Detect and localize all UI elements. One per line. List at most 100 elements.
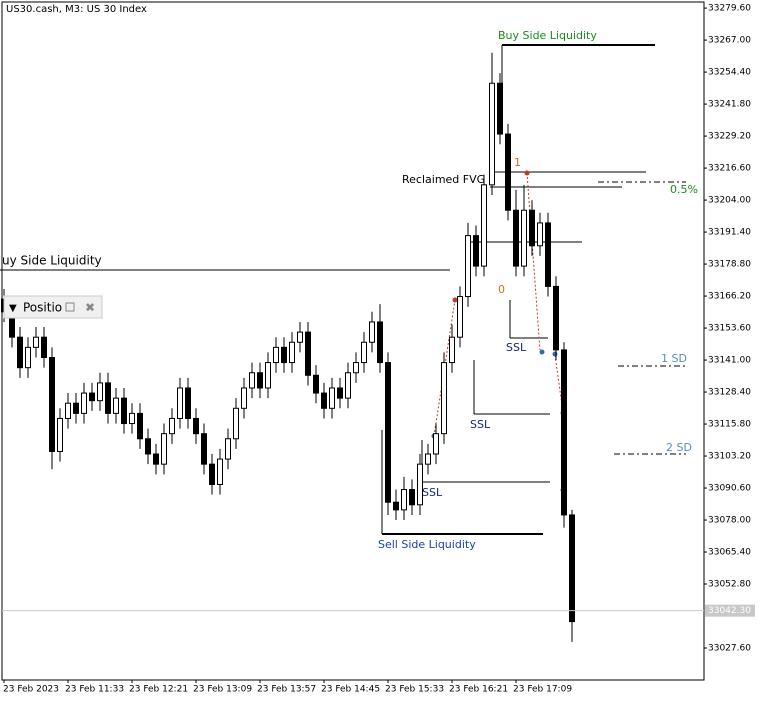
annotation: SSL bbox=[422, 486, 443, 499]
candle-body bbox=[377, 321, 383, 364]
candle-body bbox=[65, 402, 71, 419]
positions-panel[interactable]: ▼ Positio ✖ bbox=[3, 295, 103, 319]
y-tick-label: 33229.20 bbox=[708, 132, 751, 142]
annotation: 0 bbox=[498, 283, 505, 296]
marker bbox=[539, 349, 545, 355]
y-tick-label: 33166.20 bbox=[708, 292, 751, 302]
candle-body bbox=[17, 336, 23, 369]
y-tick-label: 33254.40 bbox=[708, 68, 751, 78]
candle-body bbox=[153, 453, 159, 465]
candle-body bbox=[121, 397, 127, 425]
candle-body bbox=[353, 362, 359, 374]
candle-body bbox=[393, 501, 399, 511]
annotation: 0.5% bbox=[670, 183, 698, 196]
x-tick-label: 23 Feb 13:57 bbox=[257, 685, 316, 695]
candle-body bbox=[41, 336, 47, 359]
annotation: 1 bbox=[514, 156, 521, 169]
candle-body bbox=[385, 362, 391, 503]
y-tick-label: 33178.80 bbox=[708, 260, 751, 270]
y-tick-label: 33267.00 bbox=[708, 36, 751, 46]
panel-arrow: ▼ bbox=[9, 303, 17, 314]
current-price-label: 33042.30 bbox=[708, 606, 751, 616]
x-tick-label: 23 Feb 15:33 bbox=[385, 685, 444, 695]
candle-body bbox=[57, 417, 63, 452]
candle-body bbox=[105, 382, 111, 414]
panel-title: Positio bbox=[23, 301, 62, 315]
candle-body bbox=[137, 412, 143, 440]
chart-title: US30.cash, M3: US 30 Index bbox=[6, 4, 147, 15]
candle-body bbox=[521, 209, 527, 267]
annotation: 1 SD bbox=[661, 352, 687, 365]
candle-body bbox=[569, 514, 575, 623]
candle-body bbox=[369, 321, 375, 343]
candle-body bbox=[273, 346, 279, 364]
x-tick-label: 23 Feb 2023 bbox=[3, 685, 59, 695]
x-tick-label: 23 Feb 14:45 bbox=[321, 685, 380, 695]
y-tick-label: 33191.40 bbox=[708, 228, 751, 238]
annotation: 2 SD bbox=[666, 441, 692, 454]
candle-body bbox=[465, 235, 471, 298]
candle-body bbox=[561, 349, 567, 516]
candle-body bbox=[233, 407, 239, 440]
annotation: SSL bbox=[506, 341, 527, 354]
y-tick-label: 33153.60 bbox=[708, 324, 751, 334]
candle-body bbox=[89, 392, 95, 402]
y-tick-label: 33090.60 bbox=[708, 484, 751, 494]
y-tick-label: 33216.60 bbox=[708, 164, 751, 174]
y-tick-label: 33078.00 bbox=[708, 516, 751, 526]
candle-body bbox=[49, 357, 55, 452]
y-tick-label: 33204.00 bbox=[708, 196, 751, 206]
marker bbox=[524, 170, 530, 176]
x-tick-label: 23 Feb 17:09 bbox=[513, 685, 572, 695]
candle-body bbox=[241, 387, 247, 409]
x-tick-label: 23 Feb 11:33 bbox=[65, 685, 124, 695]
marker bbox=[452, 297, 458, 303]
y-tick-label: 33052.80 bbox=[708, 580, 751, 590]
annotation: Sell Side Liquidity bbox=[378, 538, 476, 551]
annotation: Reclaimed FVG bbox=[402, 173, 485, 186]
candle-body bbox=[185, 387, 191, 419]
y-tick-label: 33065.40 bbox=[708, 548, 751, 558]
candle-body bbox=[425, 453, 431, 465]
y-tick-label: 33279.60 bbox=[708, 4, 751, 14]
candle-body bbox=[33, 336, 39, 348]
candle-body bbox=[297, 331, 303, 343]
candle-body bbox=[129, 412, 135, 425]
candle-body bbox=[257, 372, 263, 389]
candle-body bbox=[193, 417, 199, 435]
fib-path bbox=[526, 172, 541, 351]
candle-body bbox=[337, 387, 343, 399]
candle-body bbox=[313, 374, 319, 394]
x-tick-label: 23 Feb 13:09 bbox=[193, 685, 252, 695]
candle-body bbox=[169, 417, 175, 435]
candle-body bbox=[497, 82, 503, 135]
current-price-box bbox=[705, 604, 755, 617]
panel-detach[interactable] bbox=[65, 302, 75, 312]
annotation: Buy Side Liquidity bbox=[498, 29, 597, 42]
candle-body bbox=[441, 362, 447, 435]
candle-body bbox=[329, 387, 335, 409]
candle-body bbox=[177, 387, 183, 419]
panel-close[interactable]: ✖ bbox=[85, 301, 95, 315]
candle-body bbox=[289, 341, 295, 364]
marker bbox=[552, 351, 558, 357]
y-tick-label: 33103.20 bbox=[708, 452, 751, 462]
y-tick-label: 33027.60 bbox=[708, 644, 751, 654]
candle-body bbox=[409, 489, 415, 506]
candle-body bbox=[537, 222, 543, 247]
candle-body bbox=[209, 463, 215, 485]
candle-body bbox=[545, 222, 551, 287]
candle-body bbox=[81, 392, 87, 414]
x-tick-label: 23 Feb 16:21 bbox=[449, 685, 508, 695]
candle-body bbox=[161, 433, 167, 465]
candle-body bbox=[265, 362, 271, 389]
candle-body bbox=[529, 209, 535, 247]
candle-body bbox=[417, 463, 423, 506]
panel-box[interactable] bbox=[3, 295, 103, 319]
candle-body bbox=[97, 382, 103, 402]
y-tick-label: 33115.80 bbox=[708, 420, 751, 430]
candle-body bbox=[361, 341, 367, 364]
candle-body bbox=[305, 331, 311, 376]
candle-body bbox=[345, 372, 351, 399]
